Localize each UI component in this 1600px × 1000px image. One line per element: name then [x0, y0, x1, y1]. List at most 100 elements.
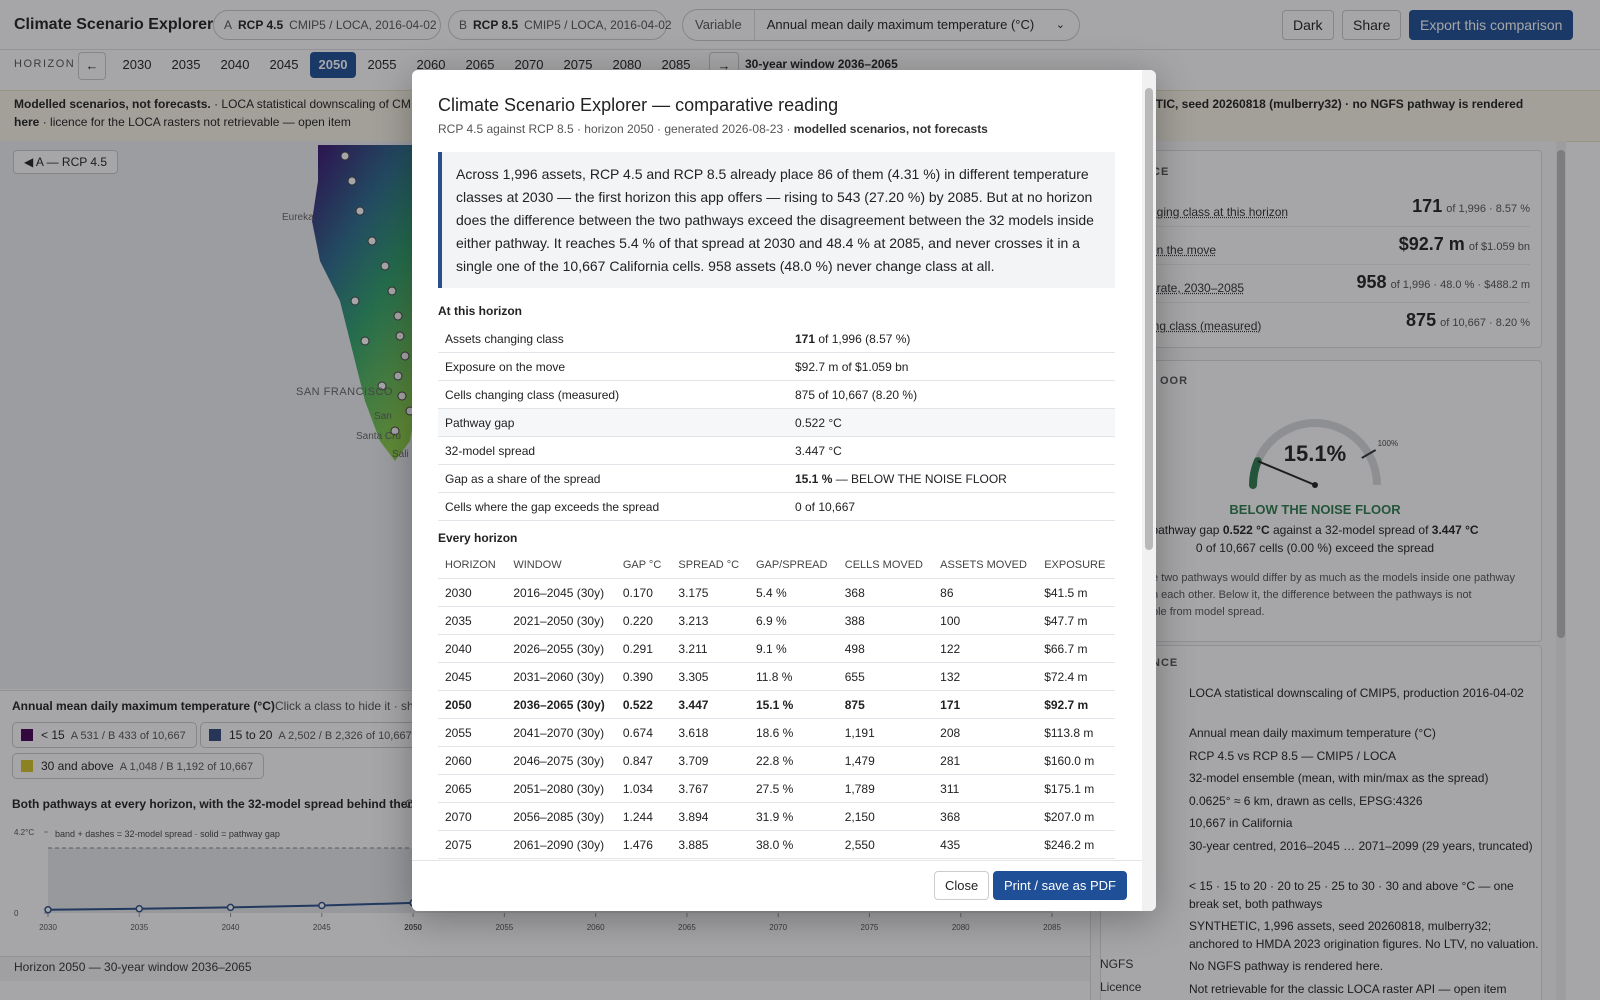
variable-select[interactable]: Variable Annual mean daily maximum temper… [682, 9, 1080, 41]
asset-dot [395, 331, 405, 341]
horizon-year[interactable]: 2070 [514, 57, 544, 72]
table-cell: 1,191 [837, 718, 934, 747]
table-row: 2035 2021–2050 (30y) 0.220 3.213 6.9 % 388 100… [438, 606, 1115, 635]
banner-line: HETIC, seed 20260818 (mulberry32) · no N… [1139, 97, 1523, 111]
scenario-pill[interactable]: B RCP 8.5 CMIP5 / LOCA, 2016-04-02 [448, 10, 672, 40]
scroll-thumb [1557, 150, 1565, 638]
table-cell: 18.6 % [748, 718, 838, 747]
horizon-year[interactable]: 2035 [171, 57, 201, 72]
gap-point [318, 901, 326, 910]
x-tick-label: 2065 [678, 923, 696, 932]
close-button[interactable]: Close [934, 871, 990, 900]
asset-dot [387, 286, 397, 296]
header-button[interactable]: Export this comparison [1409, 10, 1574, 40]
divider [0, 49, 1600, 50]
section-title: At this horizon [438, 304, 522, 318]
table-cell: 171 [933, 690, 1038, 719]
gauge-fill [1249, 457, 1262, 489]
legend-item[interactable]: 15 to 20 A 2,502 / B 2,326 of 10,667 [200, 722, 423, 748]
value-bold: 171 [795, 331, 816, 346]
horizon-year[interactable]: 2055 [367, 57, 397, 72]
table-cell: 388 [837, 606, 934, 635]
header-button[interactable]: Dark [1282, 10, 1334, 40]
table-cell: 2045 [438, 662, 507, 691]
table-cell: 100 [933, 606, 1038, 635]
gap-point [226, 903, 235, 912]
x-tick-label: 2070 [769, 923, 787, 932]
map-toggle[interactable]: ◀ A — RCP 4.5 [13, 150, 119, 174]
asset-dot [355, 206, 365, 216]
print-button[interactable]: Print / save as PDF [993, 871, 1127, 900]
dropdown-caret: ⌄ [1055, 19, 1065, 31]
metric-value: 171 of 1,996 · 8.57 % [1412, 196, 1530, 217]
gauge-line: 0 of 10,667 cells (0.00 %) exceed the sp… [1195, 541, 1435, 555]
horizon-year[interactable]: 2080 [612, 57, 642, 72]
every-horizon-table: HORIZON WINDOW GAP °C SPREAD °C GAP/SPREAD CE… [438, 551, 1115, 859]
app-title: Climate Scenario Explorer [14, 16, 214, 33]
table-cell: 2055 [438, 718, 507, 747]
asset-dot [390, 426, 400, 436]
table-cell: 9.1 % [748, 634, 838, 663]
x-tick-label: 2050 [404, 923, 422, 932]
place-label: SAN FRANCISCO [296, 386, 393, 398]
header-row: HORIZON WINDOW GAP °C SPREAD °C GAP/SPREAD CE… [438, 551, 1115, 579]
value-text: 0.522 °C [795, 415, 842, 430]
legend-item[interactable]: 30 and above A 1,048 / B 1,192 of 10,667 [12, 753, 265, 779]
table-cell: 2036–2065 (30y) [506, 690, 616, 719]
scenario-meta: CMIP5 / LOCA, 2016-04-02 [524, 18, 672, 32]
table-cell: 2030 [438, 578, 507, 607]
table-row: Assets changing class 171 of 1,996 (8.57 … [438, 325, 1115, 353]
gauge-note: e two pathways would differ by as much a… [1152, 572, 1515, 584]
metric-value: 958 of 1,996 · 48.0 % · $488.2 m [1357, 272, 1530, 293]
table-row: Cells where the gap exceeds the spread 0 … [438, 492, 1115, 521]
horizon-label: HORIZON [14, 58, 76, 70]
chart-note: band + dashes = 32-model spread · solid … [55, 829, 280, 839]
header-button[interactable]: Share [1342, 10, 1402, 40]
table-cell: $92.7 m [1037, 690, 1115, 719]
value-bold: 15.1 % [795, 471, 833, 486]
table-cell: $175.1 m [1037, 774, 1115, 803]
status-text: Horizon 2050 — 30-year window 2036–2065 [14, 960, 252, 974]
table-cell: 2061–2090 (30y) [506, 830, 616, 859]
table-cell: 3.213 [671, 606, 749, 635]
table-row: 2030 2016–2045 (30y) 0.170 3.175 5.4 % 368 86 $… [438, 578, 1115, 607]
table-value: 0 of 10,667 [788, 492, 1115, 521]
horizon-year[interactable]: 2075 [563, 57, 593, 72]
table-key: Cells where the gap exceeds the spread [438, 492, 788, 521]
metric-label: ing class (measured) [1150, 319, 1262, 333]
y-tick-label: 4.2°C [14, 828, 34, 837]
scenario-pill[interactable]: A RCP 4.5 CMIP5 / LOCA, 2016-04-02 [213, 10, 441, 40]
metric-detail: of 10,667 · 8.20 % [1440, 317, 1530, 329]
scenario-letter: B [459, 18, 468, 32]
row-divider [1110, 226, 1530, 227]
provenance-value: RCP 4.5 vs RCP 8.5 — CMIP5 / LOCA [1189, 748, 1396, 763]
table-cell: 3.447 [671, 690, 749, 719]
column-header: WINDOW [506, 551, 616, 579]
card-header: CE [1152, 166, 1170, 178]
legend-item[interactable]: < 15 A 531 / B 433 of 10,667 [12, 722, 197, 748]
horizon-year[interactable]: 2040 [220, 57, 250, 72]
table-cell: 3.305 [671, 662, 749, 691]
table-cell: 2050 [438, 690, 507, 719]
modal-scroll-thumb [1145, 88, 1153, 550]
at-horizon-table: Assets changing class 171 of 1,996 (8.57 … [438, 325, 1115, 521]
gauge-note: ble from model spread. [1152, 606, 1265, 618]
horizon-year[interactable]: 2085 [661, 57, 691, 72]
modal-body: Climate Scenario Explorer — comparative … [412, 70, 1142, 860]
table-cell: 208 [933, 718, 1038, 747]
horizon-prev[interactable]: ← [78, 52, 106, 80]
table-cell: 2031–2060 (30y) [506, 662, 616, 691]
horizon-year[interactable]: 2065 [465, 57, 495, 72]
table-row: 2065 2051–2080 (30y) 1.034 3.767 27.5 % 1,789… [438, 774, 1115, 803]
banner-here: here [14, 115, 40, 129]
horizon-year[interactable]: 2060 [416, 57, 446, 72]
horizon-year[interactable]: 2050 [310, 52, 356, 78]
table-value: 875 of 10,667 (8.20 %) [788, 380, 1115, 409]
card-header: NCE [1152, 657, 1179, 669]
gauge-text: against a 32-model spread of [1272, 523, 1429, 537]
horizon-year[interactable]: 2030 [122, 57, 152, 72]
table-cell: 3.894 [671, 802, 749, 831]
x-tick-label: 2040 [222, 923, 240, 932]
horizon-year[interactable]: 2045 [269, 57, 299, 72]
